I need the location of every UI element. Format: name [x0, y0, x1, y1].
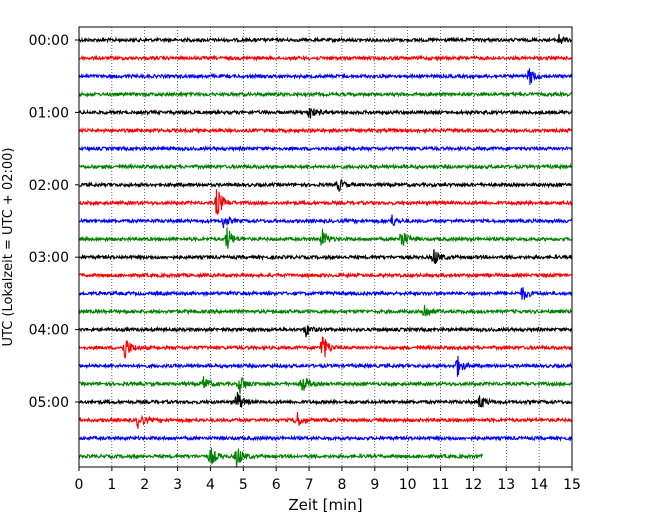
x-tick-label: 8: [337, 477, 346, 493]
x-tick-label: 12: [464, 477, 482, 493]
seismic-trace: [78, 447, 484, 468]
seismic-trace: [78, 411, 573, 429]
seismic-trace: [78, 90, 573, 99]
seismic-trace: [78, 287, 573, 300]
seismic-trace: [78, 144, 573, 153]
y-tick-label: 02:00: [29, 178, 69, 194]
y-tick-label: 04:00: [29, 323, 69, 339]
grid-lines: [111, 27, 540, 467]
x-tick-label: 5: [239, 477, 248, 493]
x-tick-label: 15: [563, 477, 581, 493]
x-tick-label: 1: [107, 477, 116, 493]
seismic-trace: [78, 227, 573, 249]
seismic-trace: [78, 355, 573, 377]
x-tick-label: 3: [173, 477, 182, 493]
seismic-trace: [78, 249, 573, 264]
y-tick-label: 00:00: [29, 33, 69, 49]
seismic-trace: [78, 126, 573, 135]
seismic-trace: [78, 107, 573, 119]
x-tick-label: 7: [305, 477, 314, 493]
y-tick-label: 05:00: [29, 395, 69, 411]
seismic-trace: [78, 391, 573, 408]
x-tick-label: 6: [272, 477, 281, 493]
seismic-trace: [78, 189, 573, 216]
seismic-trace: [78, 325, 573, 338]
x-tick-label: 9: [370, 477, 379, 493]
x-tick-label: 14: [530, 477, 548, 493]
seismic-trace: [78, 214, 573, 229]
seismic-trace: [78, 163, 573, 171]
x-tick-label: 4: [206, 477, 215, 493]
seismic-trace: [78, 68, 573, 85]
y-tick-label: 03:00: [29, 250, 69, 266]
seismic-trace: [78, 33, 573, 45]
seismic-trace: [78, 304, 573, 317]
x-tick-label: 2: [140, 477, 149, 493]
y-axis-ticks: 00:00 01:00 02:00 03:00 04:00 05:00: [29, 33, 79, 411]
y-axis-label: UTC (Lokalzeit = UTC + 02:00): [1, 148, 16, 347]
seismic-trace: [78, 376, 573, 395]
x-tick-label: 11: [432, 477, 450, 493]
x-axis-label: Zeit [min]: [288, 496, 362, 514]
seismic-trace: [78, 434, 573, 442]
seismic-trace: [78, 178, 573, 192]
x-tick-label: 0: [75, 477, 84, 493]
x-axis-ticks: 0 1 2 3 4 5 6 7 8 9 10 11 12 13 14 15: [75, 467, 581, 493]
x-tick-label: 10: [399, 477, 417, 493]
seismic-trace: [78, 271, 573, 280]
x-tick-label: 13: [497, 477, 515, 493]
seismic-trace: [78, 336, 573, 359]
plot-frame: [78, 26, 573, 468]
seismic-trace: [78, 54, 573, 62]
y-tick-label: 01:00: [29, 105, 69, 121]
trace-layer: [78, 33, 573, 468]
